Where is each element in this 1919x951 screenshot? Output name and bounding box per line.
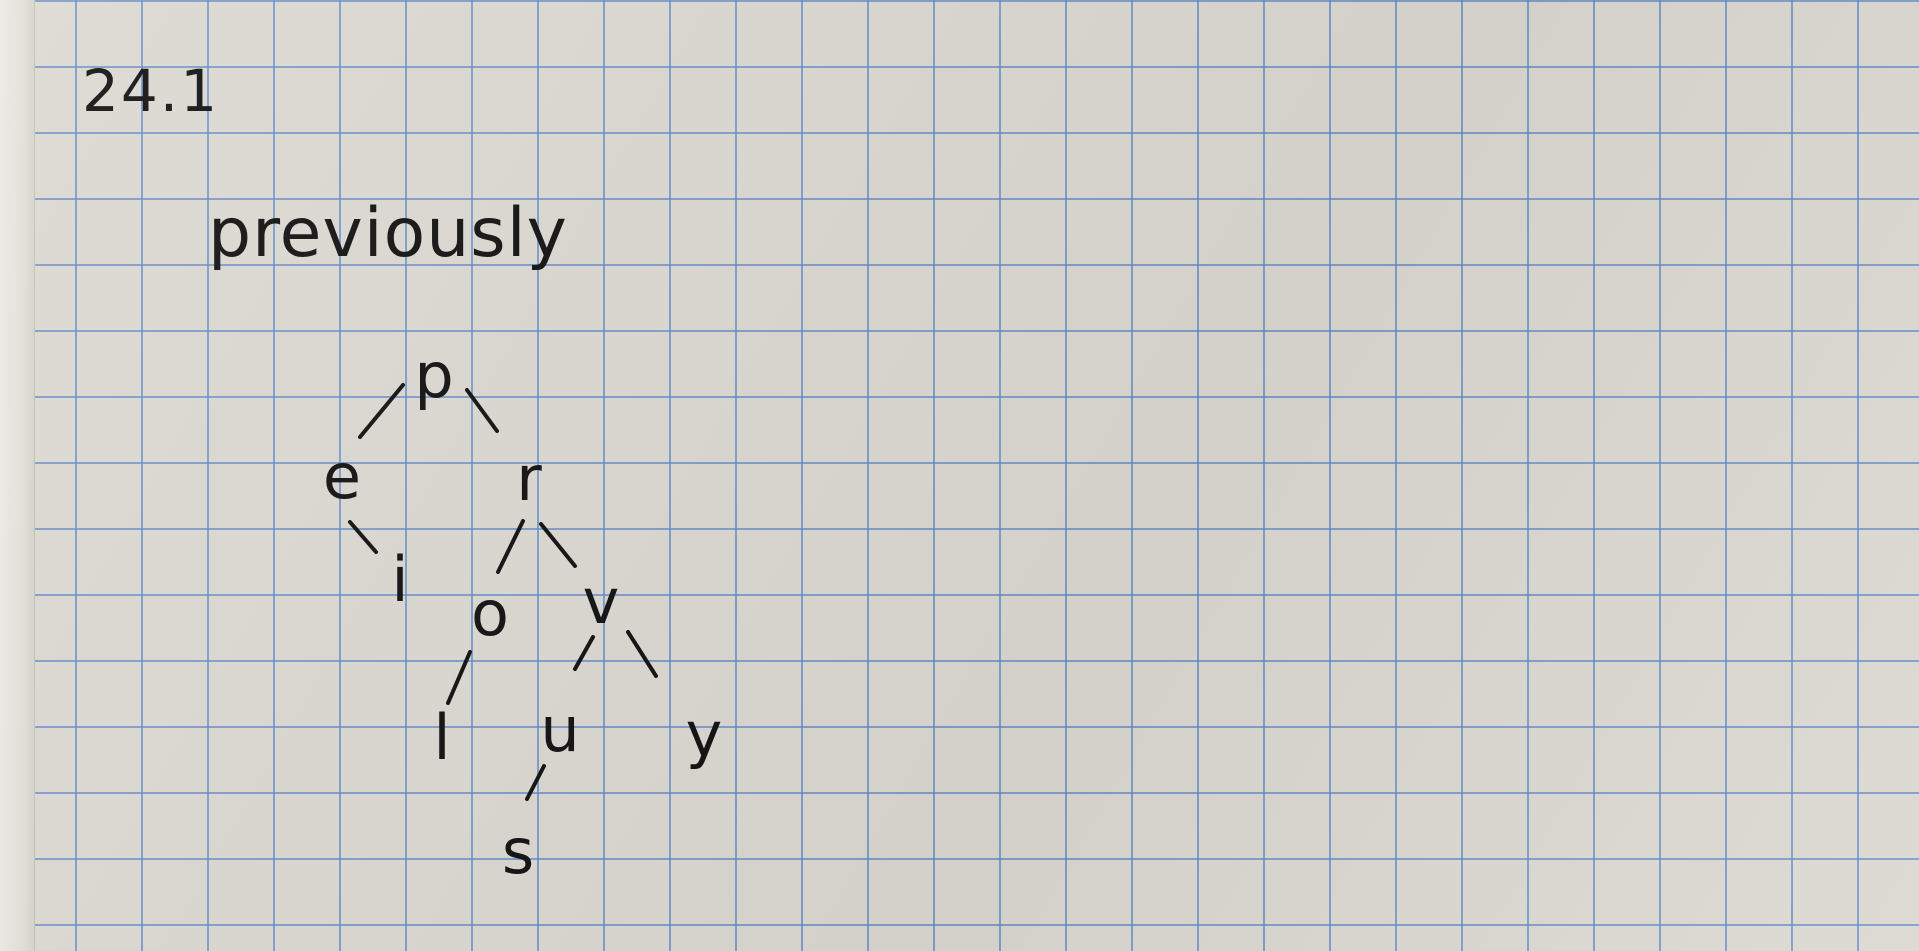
exercise-number: 24.1 [82, 57, 220, 125]
tree-node-r: r [516, 442, 542, 515]
tree-edge-e-i [348, 520, 378, 554]
paper-margin [0, 0, 35, 951]
tree-node-s: s [501, 815, 535, 888]
tree-node-o: o [471, 577, 509, 650]
tree-node-p: p [414, 339, 454, 412]
tree-edge-u-s [525, 764, 546, 801]
tree-node-v: v [582, 565, 620, 638]
tree-edge-r-o [496, 519, 525, 574]
tree-node-i: i [391, 543, 409, 616]
word-title: previously [208, 194, 568, 273]
tree-edge-p-r [465, 388, 499, 433]
tree-node-y: y [685, 698, 723, 771]
tree-edge-v-u [573, 635, 595, 671]
tree-node-u: u [540, 693, 580, 766]
tree-edge-r-v [539, 522, 577, 568]
tree-node-l: l [433, 701, 451, 774]
tree-node-e: e [322, 440, 362, 513]
tree-edge-o-l [446, 650, 472, 705]
tree-edge-v-y [626, 630, 658, 678]
tree-edge-p-e [358, 383, 405, 439]
